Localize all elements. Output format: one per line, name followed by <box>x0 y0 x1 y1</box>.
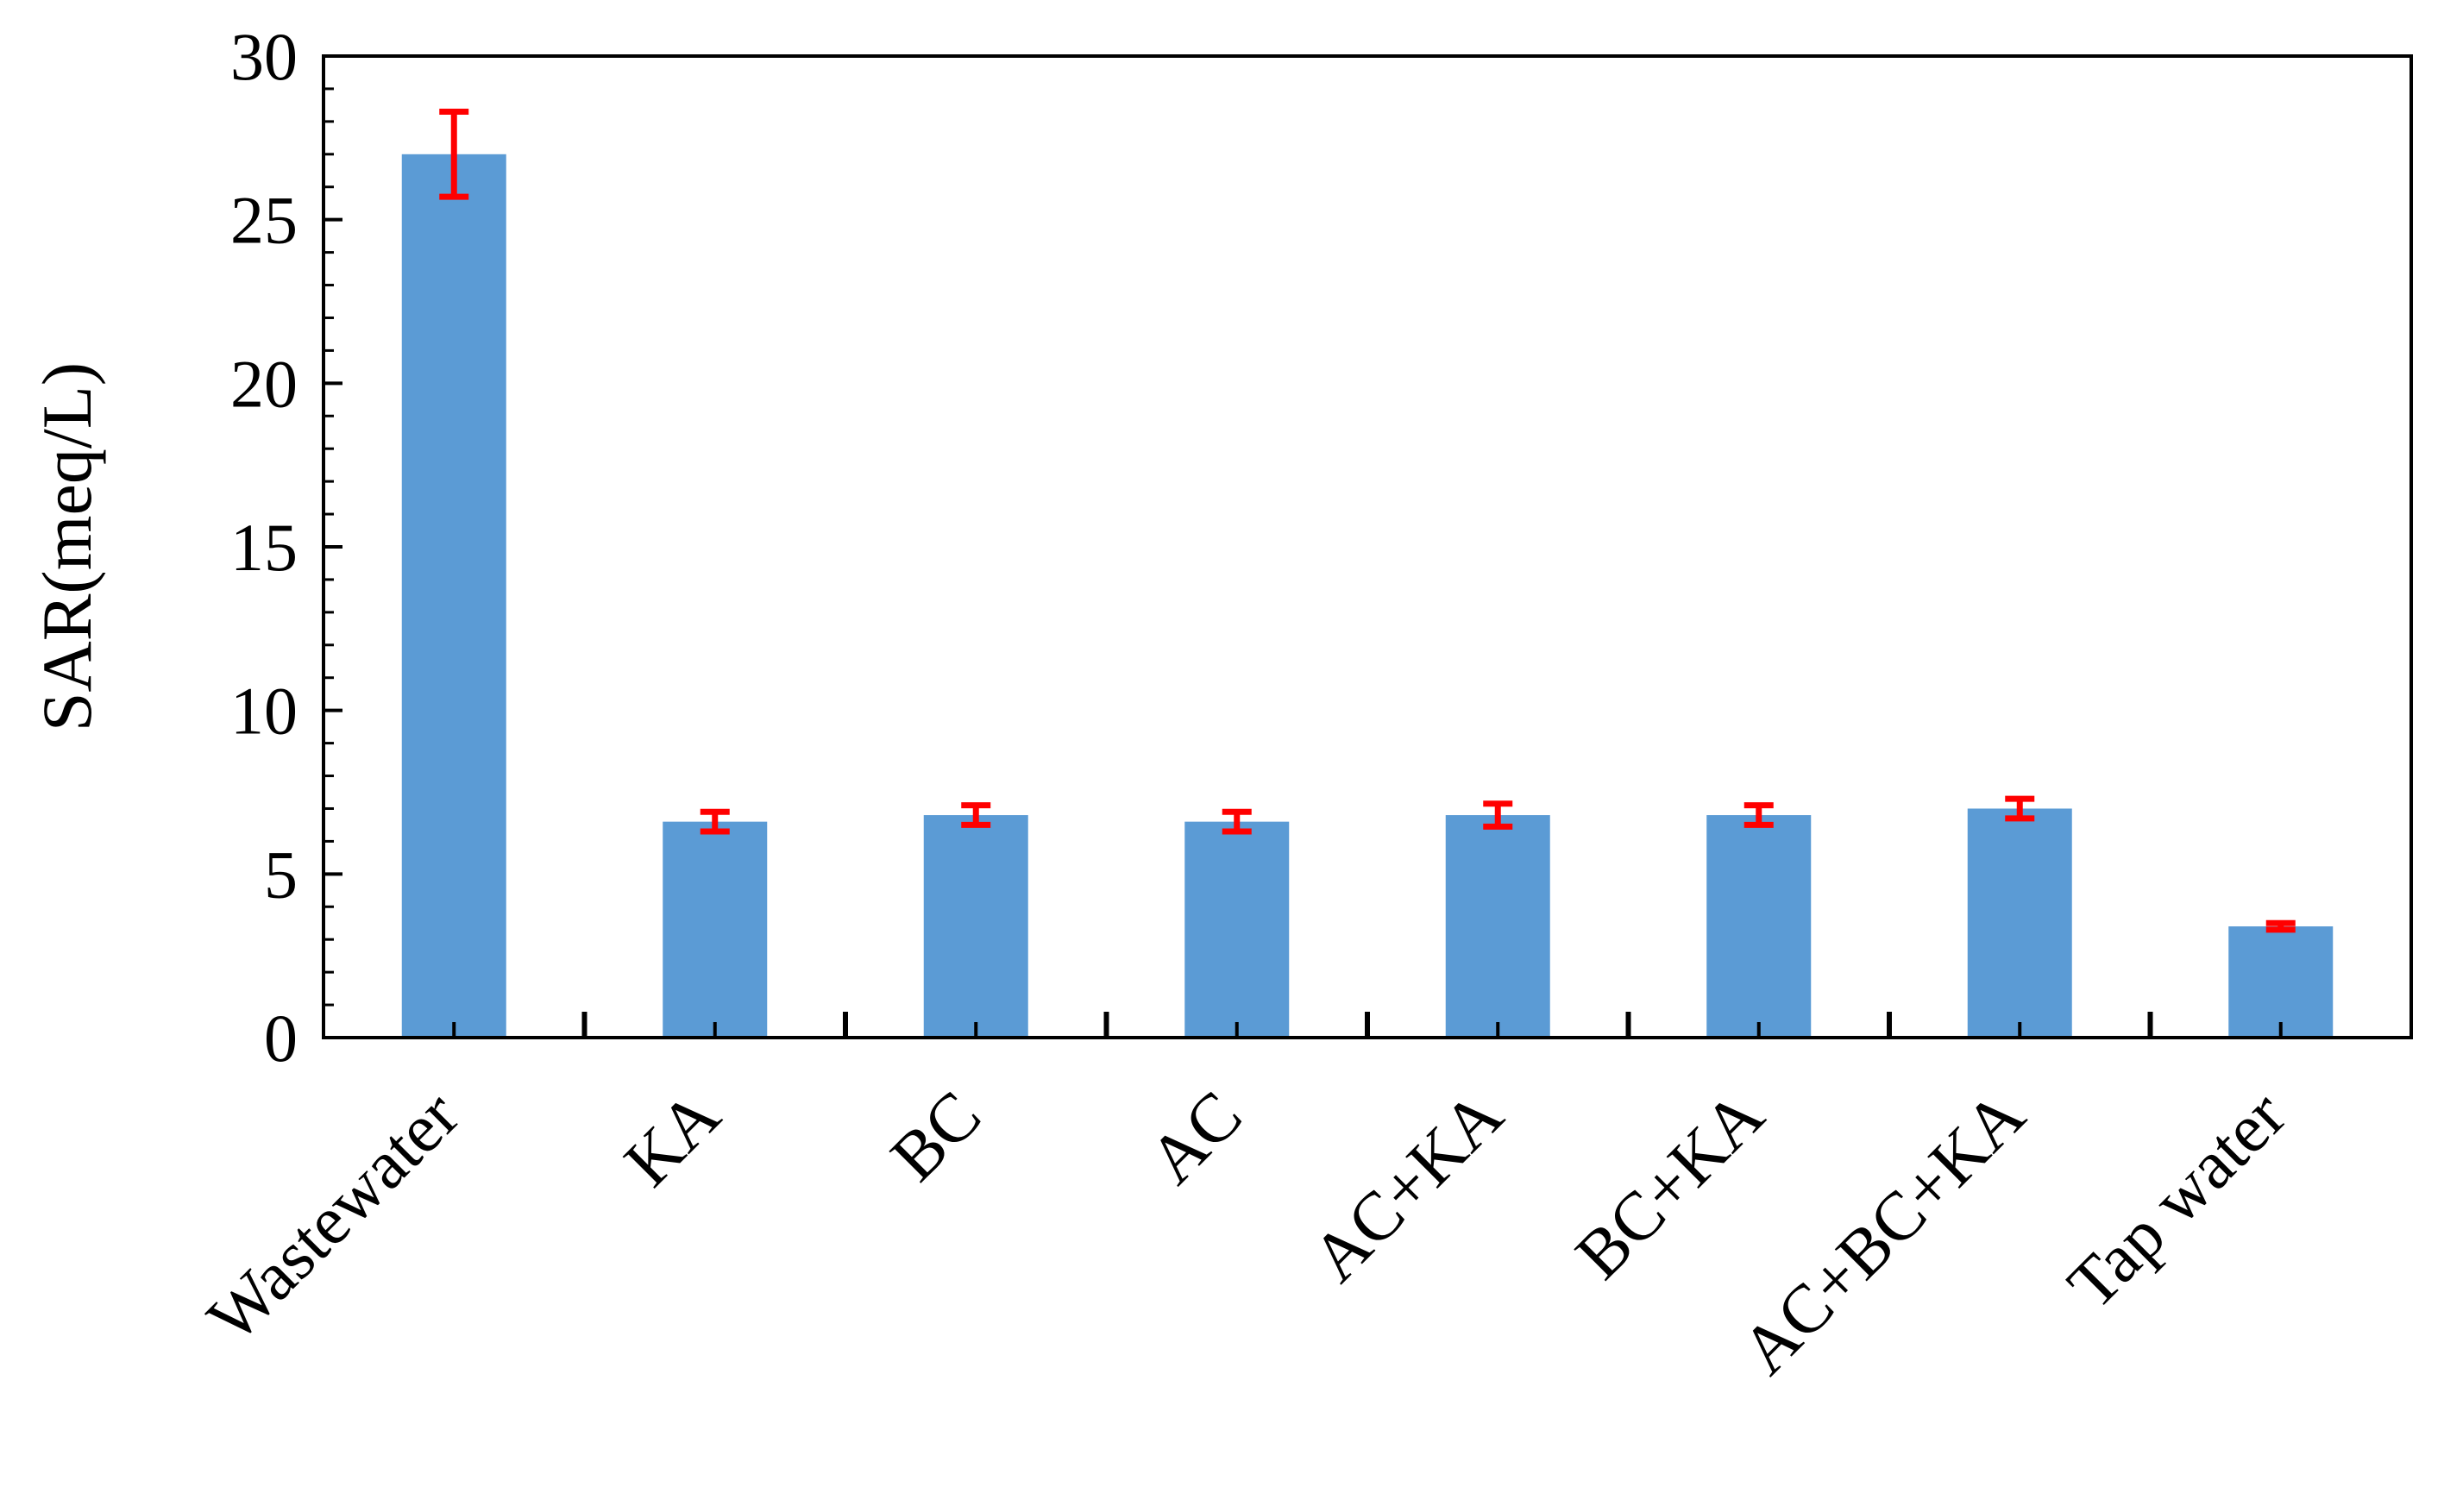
error-bar-0 <box>439 108 469 200</box>
x-tick-label-6: AC+BC+KA <box>1727 1076 2039 1389</box>
y-axis-title: SAR(meq/L) <box>28 362 106 731</box>
bar-6 <box>1967 808 2072 1038</box>
error-bar-5 <box>1743 802 1774 828</box>
error-bar-3 <box>1222 808 1252 835</box>
x-tick-label-3: AC <box>1135 1077 1257 1199</box>
x-tick-label-5: BC+KA <box>1561 1076 1778 1293</box>
y-tick-label-6: 30 <box>230 19 298 94</box>
x-tick-label-2: BC <box>876 1077 996 1196</box>
x-tick-label-1: KA <box>611 1076 735 1201</box>
y-tick-label-3: 15 <box>230 510 298 585</box>
x-tick-label-0: Wastewater <box>193 1077 474 1358</box>
y-tick-label-5: 25 <box>230 183 298 258</box>
bars-layer <box>401 154 2334 1038</box>
bar-0 <box>401 154 506 1038</box>
bar-5 <box>1706 815 1812 1038</box>
y-tick-label-1: 5 <box>264 837 298 912</box>
bar-7 <box>2228 926 2334 1038</box>
error-bar-1 <box>700 808 730 835</box>
y-axis: 0 5 10 15 20 25 30 <box>230 19 342 1076</box>
error-bars-layer <box>439 108 2296 933</box>
error-bar-2 <box>961 802 991 828</box>
bar-3 <box>1184 821 1290 1038</box>
y-tick-label-2: 10 <box>230 674 298 749</box>
bar-2 <box>923 815 1028 1038</box>
x-tick-label-4: AC+KA <box>1298 1076 1518 1296</box>
error-bar-7 <box>2265 919 2296 933</box>
plot-frame <box>322 54 2413 1039</box>
x-tick-label-7: Tap water <box>2053 1077 2300 1324</box>
error-bar-6 <box>2005 795 2035 822</box>
bar-1 <box>663 821 768 1038</box>
bar-4 <box>1445 815 1550 1038</box>
y-tick-label-0: 0 <box>264 1001 298 1076</box>
y-tick-label-4: 20 <box>230 346 298 421</box>
error-bar-4 <box>1483 800 1513 830</box>
